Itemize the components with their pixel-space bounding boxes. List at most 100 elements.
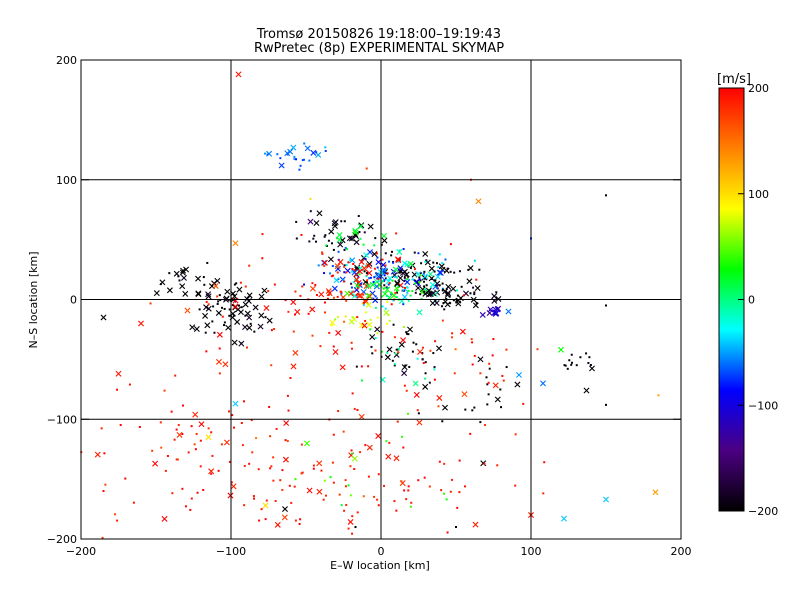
dot-marker	[324, 494, 327, 497]
cross-marker	[192, 411, 199, 418]
dot-marker	[272, 456, 275, 459]
dot-marker	[342, 280, 345, 283]
dot-marker	[485, 376, 488, 379]
dot-marker	[212, 305, 215, 308]
dot-marker	[244, 285, 247, 288]
dot-marker	[358, 273, 361, 276]
dot-marker	[330, 275, 333, 278]
cross-marker	[204, 322, 211, 329]
dot-marker	[295, 158, 298, 161]
dot-marker	[128, 383, 131, 386]
cross-marker	[363, 252, 370, 259]
dot-marker	[383, 278, 386, 281]
dot-marker	[514, 484, 517, 487]
dot-marker	[273, 327, 276, 330]
cross-marker	[202, 312, 209, 319]
dot-marker	[423, 288, 426, 291]
dot-marker	[462, 294, 465, 297]
x-tick-label: −200	[66, 545, 96, 558]
dot-marker	[441, 319, 444, 322]
dot-marker	[329, 272, 332, 275]
dot-marker	[495, 291, 498, 294]
x-tick-label: 100	[521, 545, 542, 558]
dot-marker	[418, 276, 421, 279]
dot-marker	[298, 522, 301, 525]
dot-marker	[458, 270, 461, 273]
dot-marker	[563, 364, 566, 367]
dot-marker	[290, 501, 293, 504]
dot-marker	[101, 536, 104, 539]
dot-marker	[235, 282, 238, 285]
dot-marker	[287, 310, 290, 313]
dot-marker	[514, 433, 517, 436]
cross-marker	[459, 328, 466, 335]
dot-marker	[397, 260, 400, 263]
cross-marker	[331, 285, 338, 292]
cross-marker	[231, 339, 238, 346]
dot-marker	[441, 305, 444, 308]
dot-marker	[392, 261, 395, 264]
dot-marker	[345, 299, 348, 302]
cross-marker	[380, 261, 387, 268]
dot-marker	[151, 449, 154, 452]
cross-marker	[195, 290, 202, 297]
x-tick-label: −100	[216, 545, 246, 558]
cross-marker	[159, 279, 166, 286]
dot-marker	[327, 293, 330, 296]
dot-marker	[373, 495, 376, 498]
dot-marker	[365, 281, 368, 284]
dot-marker	[446, 267, 449, 270]
chart-subtitle: RwPretec (8p) EXPERIMENTAL SKYMAP	[254, 41, 504, 56]
cross-marker	[232, 297, 239, 304]
dot-marker	[171, 492, 174, 495]
dot-marker	[386, 272, 389, 275]
dot-marker	[351, 267, 354, 270]
dot-marker	[383, 484, 386, 487]
dot-marker	[380, 350, 383, 353]
cross-marker	[396, 249, 403, 255]
dot-marker	[390, 303, 393, 306]
dot-marker	[566, 367, 569, 370]
dot-marker	[406, 286, 409, 289]
dot-marker	[416, 357, 419, 360]
dot-marker	[175, 458, 178, 461]
dot-marker	[420, 297, 423, 300]
dot-marker	[293, 157, 296, 160]
dot-marker	[438, 284, 441, 287]
dot-marker	[343, 248, 346, 251]
dot-marker	[405, 389, 408, 392]
dot-marker	[435, 262, 438, 265]
cross-marker	[492, 306, 499, 313]
dot-marker	[248, 264, 251, 267]
cross-marker	[212, 282, 219, 289]
dot-marker	[423, 285, 426, 288]
dot-marker	[194, 448, 197, 451]
dot-marker	[458, 491, 461, 494]
dot-marker	[269, 467, 272, 470]
dot-marker	[359, 451, 362, 454]
dot-marker	[261, 233, 264, 236]
dot-marker	[392, 299, 395, 302]
dot-marker	[395, 232, 398, 235]
cross-marker	[412, 380, 419, 387]
dot-marker	[307, 312, 310, 315]
dot-marker	[343, 265, 346, 268]
cross-marker	[284, 150, 291, 157]
dot-marker	[233, 426, 236, 429]
dot-marker	[253, 330, 256, 333]
dot-marker	[216, 302, 219, 305]
dot-marker	[362, 301, 365, 304]
dot-marker	[334, 318, 337, 321]
dot-marker	[373, 276, 376, 279]
cross-marker	[365, 262, 372, 269]
dot-marker	[486, 383, 489, 386]
cross-marker	[205, 293, 212, 300]
dot-marker	[223, 307, 226, 310]
dot-marker	[406, 278, 409, 281]
dot-marker	[336, 316, 339, 319]
dot-marker	[475, 302, 478, 305]
cross-marker	[336, 231, 343, 238]
dot-marker	[374, 336, 377, 339]
dot-marker	[190, 425, 193, 428]
cross-marker	[445, 283, 452, 290]
